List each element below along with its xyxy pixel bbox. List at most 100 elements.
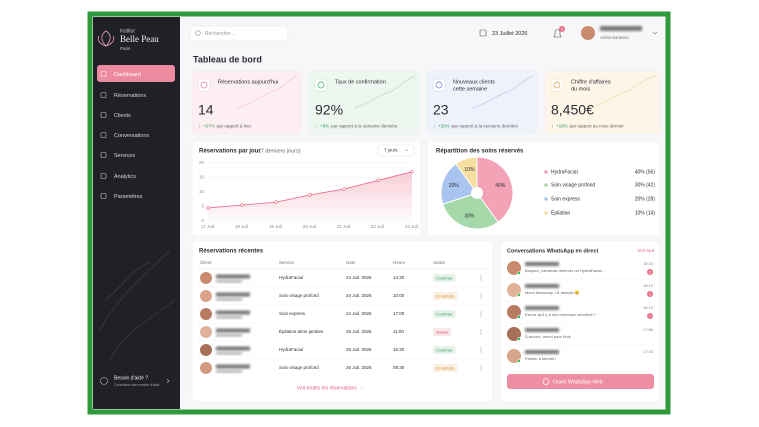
whatsapp-button[interactable]: [507, 374, 654, 389]
kpi-change: +18%: [556, 124, 568, 129]
client-name-blurred: [216, 328, 250, 333]
row-menu-dot: [480, 297, 482, 299]
message-preview[interactable]: Parfait, à bientôt !: [525, 356, 556, 361]
contact-name-blurred: [525, 306, 559, 310]
row-menu-dot: [480, 277, 482, 279]
date: 23 Juillet 2026: [492, 31, 527, 37]
cell: 24 Juil. 2026: [346, 293, 372, 298]
client-phone-blurred: [216, 298, 242, 301]
brand-name: Belle Peau: [120, 34, 159, 44]
page-title: Tableau de bord: [193, 54, 262, 64]
kpi-comparison: par rapport à hier: [217, 124, 252, 129]
line-point: [274, 200, 278, 204]
client-phone-blurred: [216, 370, 242, 373]
status: Annulé: [436, 329, 449, 334]
chevron[interactable]: [652, 31, 658, 35]
online-dot: [517, 337, 521, 341]
nav-item[interactable]: Clients: [114, 113, 131, 119]
client-avatar: [200, 308, 212, 320]
period-select[interactable]: [377, 144, 415, 157]
nav-icon: [100, 152, 107, 158]
legend-value: 20% (28): [635, 196, 656, 202]
client-avatar: [200, 326, 212, 338]
contact-name-blurred: [525, 350, 559, 354]
kpi-icon-box: [550, 78, 564, 92]
pie-label: 10%: [464, 167, 475, 173]
nav-item[interactable]: Conversations: [114, 133, 149, 139]
contact-name-blurred: [525, 328, 559, 332]
row-menu-dot: [480, 295, 482, 297]
line-point: [410, 169, 414, 174]
kpi-title: Réservations aujourd'hui: [218, 79, 278, 85]
kpi-arrow: ↑: [198, 124, 201, 130]
nav-item[interactable]: Réservations: [114, 93, 146, 99]
cell: HydraFacial: [279, 347, 303, 352]
pie-slice: [476, 156, 514, 223]
cell: 24 Juil. 2026: [346, 275, 372, 280]
status: Confirmé: [436, 347, 453, 352]
cell: 15:30: [393, 347, 405, 352]
status-pill: [433, 328, 452, 336]
row-menu-dot: [480, 313, 482, 315]
nav-item[interactable]: Paramètres: [114, 194, 143, 200]
x-tick-label: 17 Juil.: [201, 224, 215, 229]
message-preview[interactable]: Merci beaucoup ! À demain 😊: [525, 290, 580, 295]
client-name-blurred: [216, 274, 250, 279]
help-subtitle[interactable]: Consultez notre centre d'aide: [114, 383, 159, 387]
whatsapp-card: [499, 240, 661, 403]
client-name-blurred: [216, 346, 250, 351]
kpi-value: 14: [198, 102, 214, 118]
whatsapp-button-label[interactable]: Ouvrir WhatsApp Web: [553, 379, 603, 385]
column-header: Date: [346, 260, 356, 265]
kpi-arrow: ↑: [433, 124, 436, 130]
avatar[interactable]: [581, 26, 595, 40]
unread-badge: [647, 313, 653, 319]
nav-icon: [100, 92, 107, 98]
online-dot: [517, 315, 521, 319]
status-pill: [433, 274, 456, 282]
message-preview[interactable]: D'accord, merci pour l'info: [525, 334, 572, 339]
nav-item[interactable]: Services: [114, 153, 135, 159]
kpi-title: Chiffre d'affaires: [571, 79, 611, 85]
nav-icon: [100, 112, 107, 118]
client-avatar: [200, 272, 212, 284]
online-dot: [517, 293, 521, 297]
bell-icon[interactable]: [553, 29, 562, 38]
row-menu-dot: [480, 351, 482, 353]
search-placeholder[interactable]: Rechercher...: [205, 31, 235, 37]
kpi-comparison: par rapport au mois dernier: [570, 124, 625, 129]
legend-dot: [544, 170, 548, 174]
client-phone-blurred: [216, 352, 242, 355]
status-pill: [433, 364, 458, 372]
legend-dot: [544, 211, 548, 215]
help-title[interactable]: Besoin d'aide ?: [114, 375, 148, 381]
legend-value: 10% (14): [635, 210, 656, 216]
unread-count: 1: [649, 313, 652, 318]
kpi-title: du mois: [571, 86, 591, 92]
contact-avatar: [507, 261, 521, 275]
client-avatar: [200, 344, 212, 356]
cell: 11:00: [393, 329, 404, 334]
online-dot: [517, 359, 521, 363]
row-menu-dot: [480, 333, 482, 335]
see-all-link[interactable]: Voir tout: [637, 248, 654, 253]
kpi-decoration: [589, 75, 657, 109]
status: Confirmé: [436, 311, 453, 316]
contact-avatar: [507, 305, 521, 319]
y-tick-label: 0: [201, 218, 204, 223]
nav-item[interactable]: Dashboard: [114, 72, 141, 78]
nav-item[interactable]: Analytics: [114, 174, 136, 180]
search-box[interactable]: [189, 25, 289, 42]
legend-value: 40% (56): [635, 169, 656, 175]
kpi-decoration: [353, 75, 416, 109]
message-preview[interactable]: Bonjour, j'aimerais réserver un HydraFac…: [525, 268, 605, 273]
see-all-bookings[interactable]: Voir toutes les réservations →: [297, 385, 363, 391]
status-pill: [433, 292, 458, 300]
client-name-blurred: [216, 364, 250, 369]
cell: 14:30: [393, 275, 405, 280]
kpi-decoration: [471, 75, 534, 109]
contact-avatar: [507, 349, 521, 363]
message-preview[interactable]: Est-ce qu'il y a des créneaux vendredi ?: [525, 312, 597, 317]
period-label[interactable]: 7 jours: [384, 148, 398, 153]
